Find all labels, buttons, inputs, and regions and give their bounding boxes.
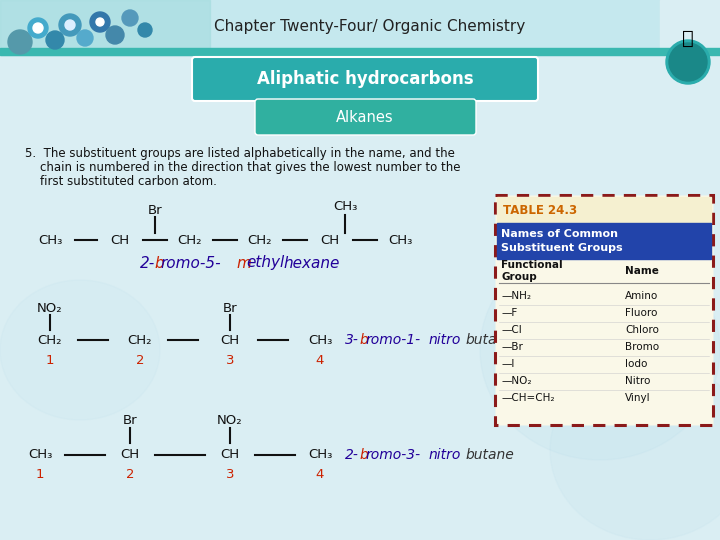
Text: Functional
Group: Functional Group	[501, 260, 562, 282]
Text: b: b	[359, 448, 368, 462]
Text: Chloro: Chloro	[625, 325, 659, 335]
Text: CH: CH	[110, 233, 130, 246]
Text: 5.  The substituent groups are listed alphabetically in the name, and the: 5. The substituent groups are listed alp…	[25, 147, 455, 160]
Text: 1: 1	[36, 469, 44, 482]
Text: Fluoro: Fluoro	[625, 308, 657, 318]
Text: —Cl: —Cl	[501, 325, 522, 335]
FancyBboxPatch shape	[255, 99, 476, 135]
Text: Alkanes: Alkanes	[336, 110, 394, 125]
Text: TABLE 24.3: TABLE 24.3	[503, 204, 577, 217]
Bar	[660, 0, 720, 75]
FancyBboxPatch shape	[192, 57, 538, 101]
Text: Names of Common
Substituent Groups: Names of Common Substituent Groups	[501, 229, 623, 253]
Circle shape	[138, 23, 152, 37]
Text: Br: Br	[122, 414, 138, 427]
Text: Br: Br	[222, 301, 238, 314]
Circle shape	[8, 30, 32, 54]
Bar	[497, 197, 711, 223]
Text: m: m	[236, 255, 251, 271]
Text: —NO₂: —NO₂	[501, 376, 531, 386]
Text: nitro: nitro	[429, 448, 462, 462]
Circle shape	[46, 31, 64, 49]
Text: romo-5-: romo-5-	[160, 255, 220, 271]
Text: Name: Name	[625, 266, 659, 276]
Text: CH: CH	[220, 334, 240, 347]
Text: CH₂: CH₂	[178, 233, 202, 246]
Text: CH₂: CH₂	[248, 233, 272, 246]
Text: CH: CH	[220, 449, 240, 462]
Circle shape	[65, 20, 75, 30]
FancyBboxPatch shape	[495, 195, 713, 425]
Bar	[0, 48, 720, 55]
Text: butane: butane	[465, 448, 514, 462]
Text: romo-3-: romo-3-	[366, 448, 421, 462]
Text: Br: Br	[148, 204, 162, 217]
Text: CH₃: CH₃	[308, 449, 332, 462]
Bar	[0, 0, 720, 55]
Text: chain is numbered in the direction that gives the lowest number to the: chain is numbered in the direction that …	[40, 161, 461, 174]
Text: CH: CH	[120, 449, 140, 462]
Text: Aliphatic hydrocarbons: Aliphatic hydrocarbons	[257, 70, 473, 88]
Text: CH: CH	[320, 233, 340, 246]
Text: CH₃: CH₃	[388, 233, 412, 246]
Text: b: b	[359, 333, 368, 347]
Text: Iodo: Iodo	[625, 359, 647, 369]
Text: 4: 4	[316, 469, 324, 482]
Text: hexane: hexane	[283, 255, 339, 271]
Text: CH₃: CH₃	[333, 200, 357, 213]
Text: 2: 2	[136, 354, 144, 367]
Text: NO₂: NO₂	[217, 414, 243, 427]
Circle shape	[122, 10, 138, 26]
Text: —I: —I	[501, 359, 514, 369]
Text: ethyl: ethyl	[246, 255, 284, 271]
Text: Vinyl: Vinyl	[625, 393, 651, 403]
Text: 1: 1	[46, 354, 54, 367]
Text: CH₂: CH₂	[37, 334, 62, 347]
Circle shape	[59, 14, 81, 36]
Circle shape	[669, 43, 707, 81]
Text: 3-: 3-	[345, 333, 359, 347]
Text: Bromo: Bromo	[625, 342, 659, 352]
Text: Chapter Twenty-Four/ Organic Chemistry: Chapter Twenty-Four/ Organic Chemistry	[215, 19, 526, 35]
Text: 2-: 2-	[345, 448, 359, 462]
Circle shape	[106, 26, 124, 44]
Text: —CH=CH₂: —CH=CH₂	[501, 393, 554, 403]
Text: —NH₂: —NH₂	[501, 291, 531, 301]
Text: 3: 3	[226, 354, 234, 367]
Text: 2: 2	[126, 469, 134, 482]
Circle shape	[28, 18, 48, 38]
Circle shape	[96, 18, 104, 26]
Ellipse shape	[480, 240, 720, 460]
Text: Amino: Amino	[625, 291, 658, 301]
Text: b: b	[154, 255, 163, 271]
Text: CH₃: CH₃	[38, 233, 62, 246]
Ellipse shape	[0, 280, 160, 420]
Bar	[497, 223, 711, 259]
Text: nitro: nitro	[429, 333, 462, 347]
Text: —F: —F	[501, 308, 517, 318]
Bar	[0, 0, 210, 55]
Text: CH₃: CH₃	[308, 334, 332, 347]
Text: 3: 3	[226, 469, 234, 482]
Text: 2-: 2-	[140, 255, 156, 271]
Text: 4: 4	[316, 354, 324, 367]
Text: romo-1-: romo-1-	[366, 333, 421, 347]
Text: butane: butane	[465, 333, 514, 347]
Text: NO₂: NO₂	[37, 301, 63, 314]
Circle shape	[77, 30, 93, 46]
Ellipse shape	[550, 360, 720, 540]
Text: —Br: —Br	[501, 342, 523, 352]
Circle shape	[90, 12, 110, 32]
Circle shape	[666, 40, 710, 84]
Text: CH₂: CH₂	[127, 334, 152, 347]
Text: Nitro: Nitro	[625, 376, 650, 386]
Circle shape	[33, 23, 43, 33]
Text: CH₃: CH₃	[28, 449, 52, 462]
Text: 🏛: 🏛	[682, 29, 694, 48]
Text: first substituted carbon atom.: first substituted carbon atom.	[40, 175, 217, 188]
